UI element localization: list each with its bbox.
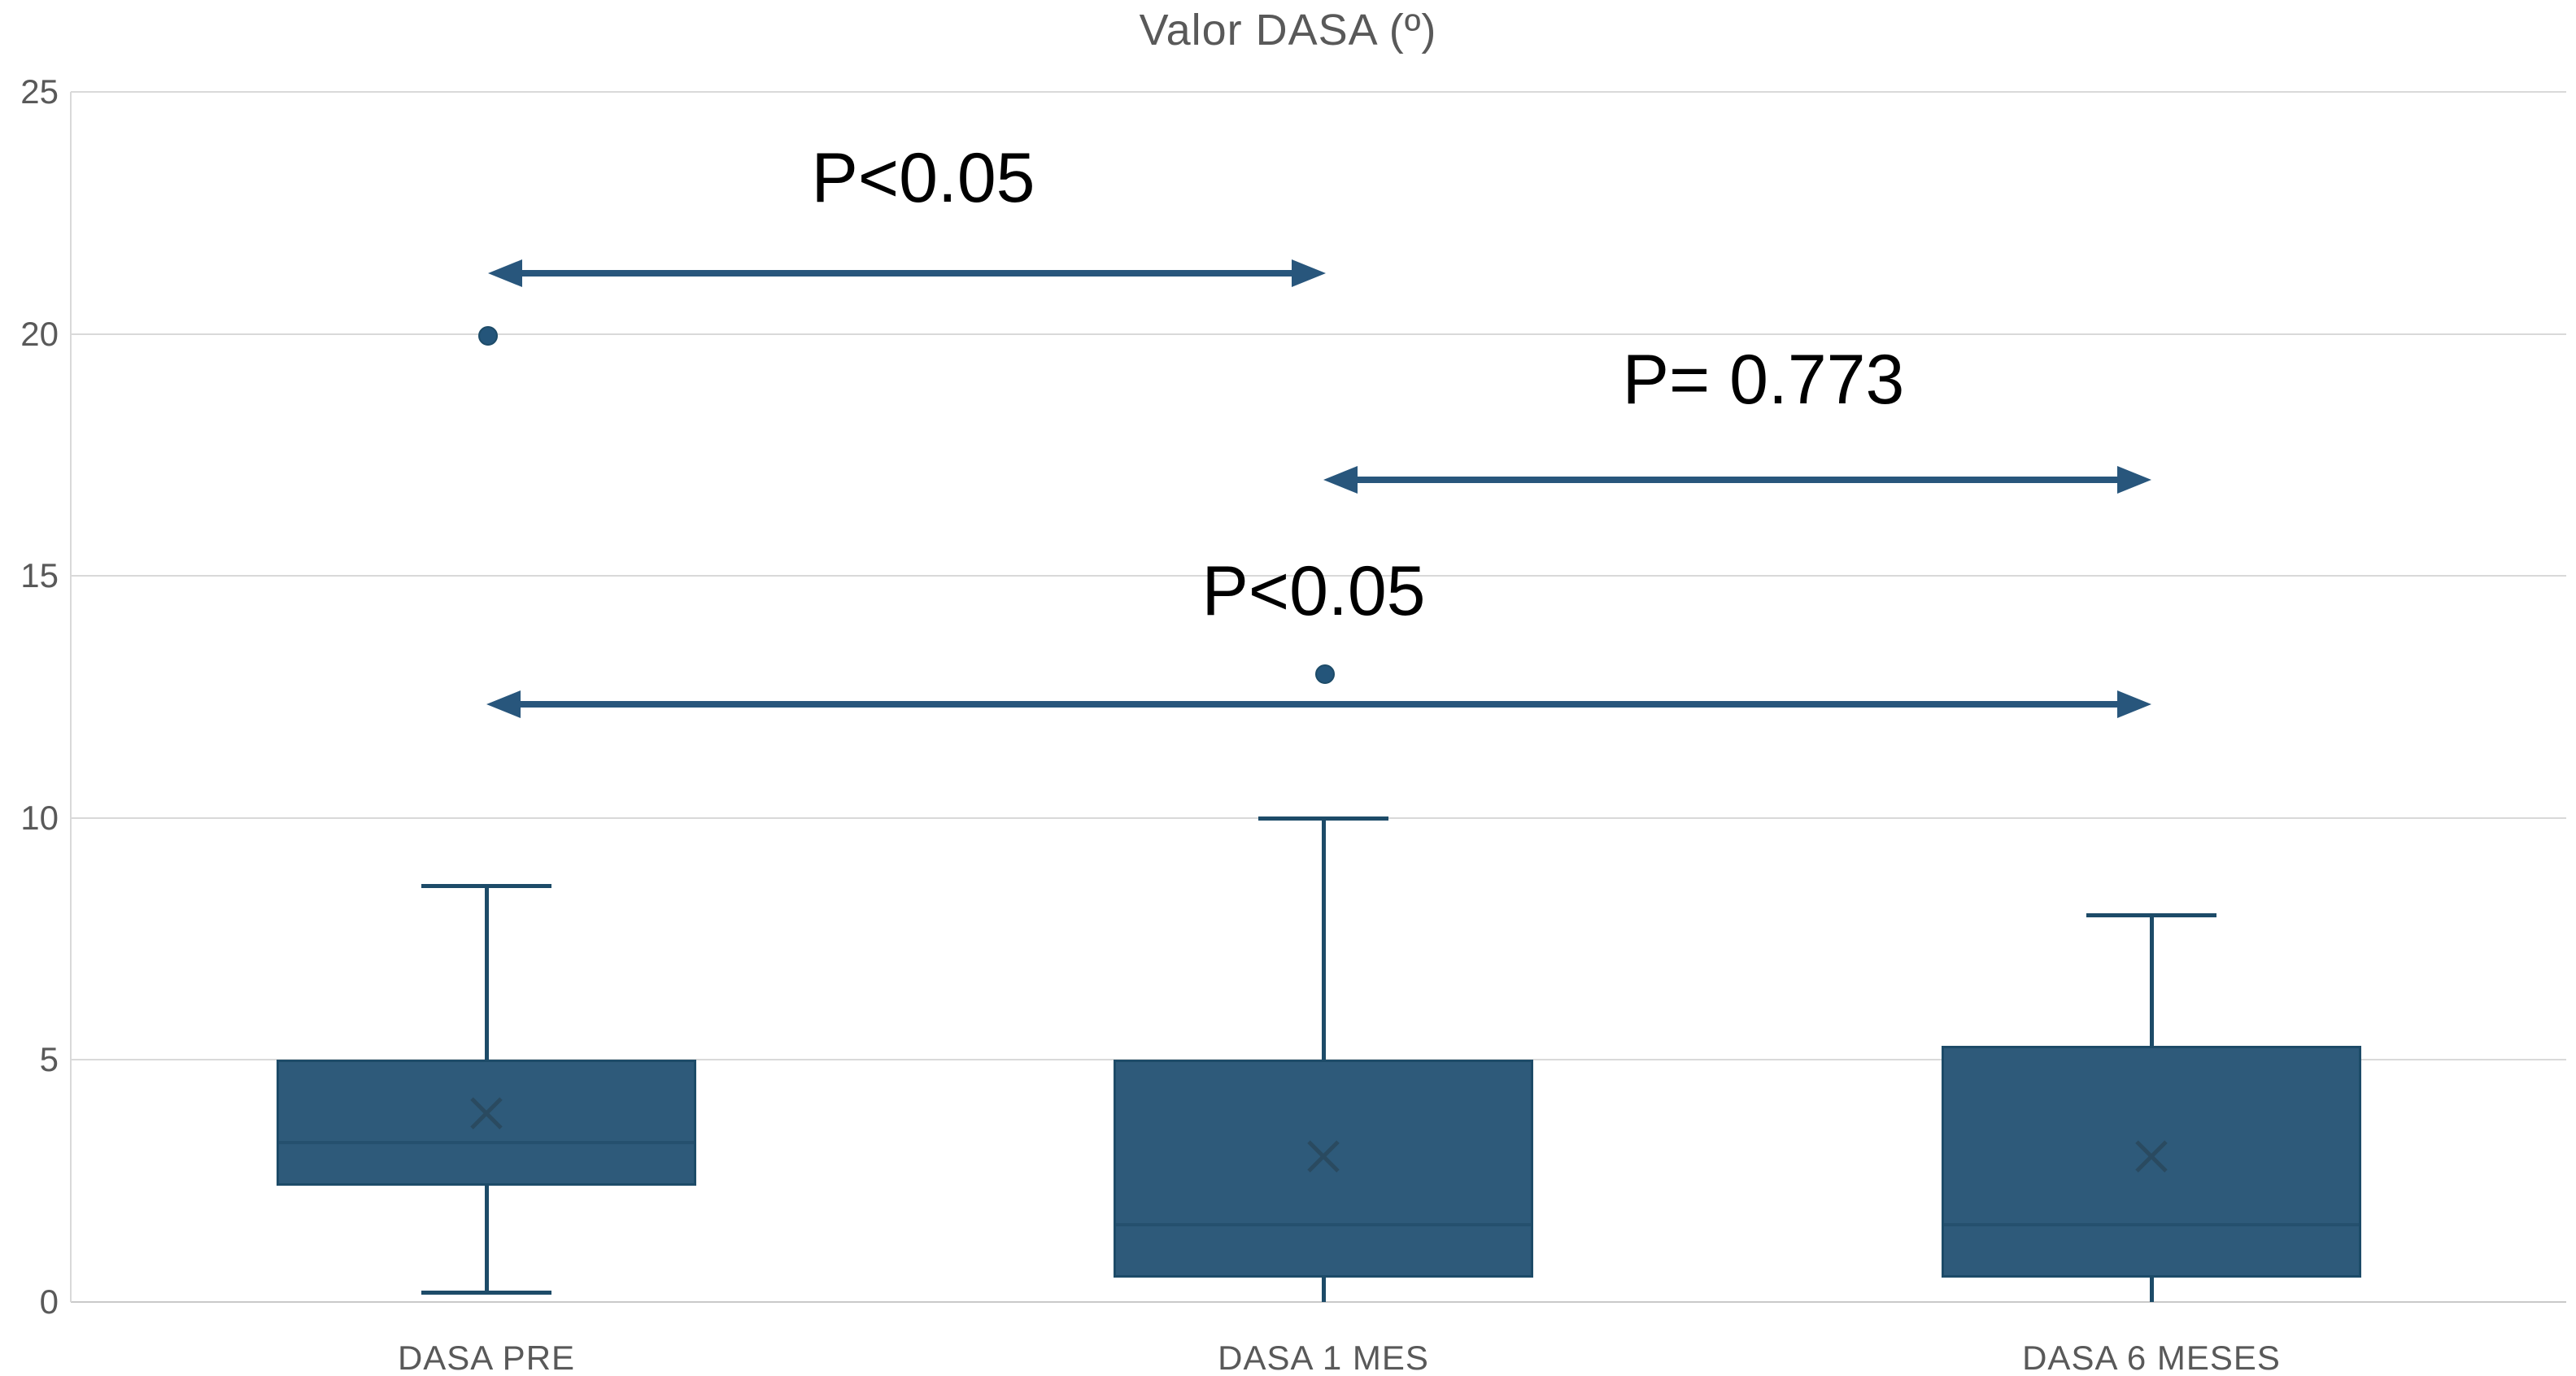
whisker-top-dasa-6-meses	[2149, 914, 2154, 1046]
annotation-label-1: P<0.05	[811, 139, 1035, 217]
gridline-15	[71, 575, 2566, 577]
median-line-dasa-6-meses	[1944, 1222, 2359, 1226]
x-axis-label-dasa-6-meses: DASA 6 MESES	[2022, 1339, 2281, 1376]
y-tick-label-20: 20	[20, 314, 59, 353]
y-tick-label-0: 0	[39, 1282, 59, 1321]
x-axis-label-dasa-1-mes: DASA 1 MES	[1218, 1339, 1429, 1376]
gridline-0	[71, 1301, 2566, 1303]
arrowhead-right-2	[2117, 466, 2151, 494]
y-tick-label-25: 25	[20, 72, 59, 111]
whisker-top-dasa-pre	[484, 886, 489, 1060]
whisker-top-dasa-1-mes	[1321, 817, 1326, 1060]
box-dasa-6-meses	[1942, 1045, 2361, 1278]
arrowhead-right-3	[2117, 690, 2151, 718]
significance-arrow-1-line	[516, 270, 1298, 277]
annotation-label-2: P= 0.773	[1622, 341, 1905, 419]
mean-marker-dasa-pre	[469, 1095, 504, 1131]
gridline-25	[71, 91, 2566, 93]
y-tick-label-15: 15	[20, 556, 59, 595]
outlier-dasa-1-mes-13	[1315, 664, 1335, 685]
whisker-bottom-dasa-6-meses	[2149, 1278, 2154, 1302]
whisker-bottom-dasa-pre	[484, 1186, 489, 1293]
significance-arrow-2-line	[1351, 477, 2124, 483]
y-tick-label-5: 5	[39, 1040, 59, 1079]
significance-arrow-3-line	[514, 701, 2124, 708]
box-dasa-1-mes	[1114, 1060, 1533, 1278]
whisker-cap-top-dasa-pre	[421, 884, 551, 889]
box-dasa-pre	[277, 1060, 696, 1187]
chart-title: Valor DASA (º)	[1139, 6, 1437, 54]
annotation-label-3: P<0.05	[1201, 552, 1426, 630]
whisker-cap-top-dasa-6-meses	[2086, 912, 2216, 917]
y-axis-line	[70, 92, 72, 1302]
whisker-cap-bottom-dasa-pre	[421, 1291, 551, 1295]
whisker-bottom-dasa-1-mes	[1321, 1278, 1326, 1302]
y-tick-label-10: 10	[20, 798, 59, 837]
median-line-dasa-1-mes	[1116, 1222, 1531, 1226]
arrowhead-left-2	[1323, 466, 1358, 494]
whisker-cap-top-dasa-1-mes	[1258, 816, 1388, 821]
arrowhead-left-1	[488, 259, 522, 287]
arrowhead-right-1	[1292, 259, 1326, 287]
mean-marker-dasa-6-meses	[2134, 1139, 2169, 1174]
outlier-dasa-pre-20	[478, 325, 498, 346]
median-line-dasa-pre	[279, 1140, 694, 1144]
arrowhead-left-3	[486, 690, 521, 718]
x-axis-label-dasa-pre: DASA PRE	[397, 1339, 576, 1376]
mean-marker-dasa-1-mes	[1305, 1139, 1341, 1174]
gridline-20	[71, 333, 2566, 335]
